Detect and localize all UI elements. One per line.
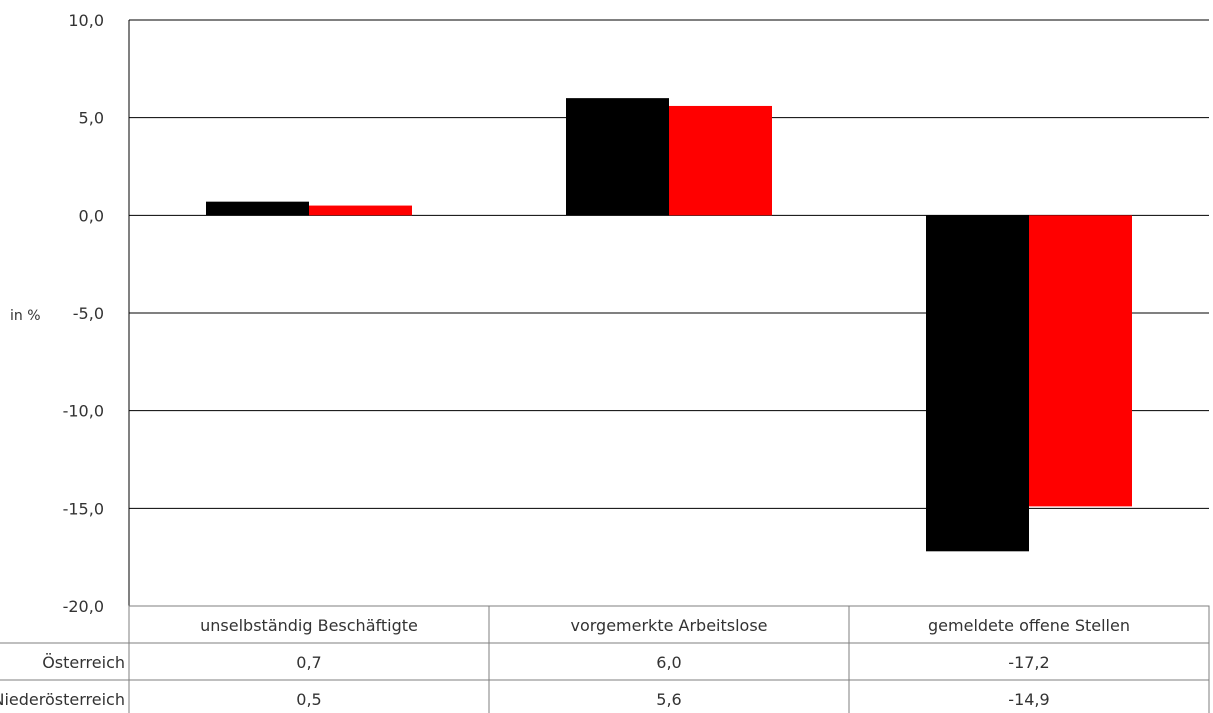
series-name: Niederösterreich xyxy=(0,690,125,709)
y-tick-label: 10,0 xyxy=(68,11,104,30)
data-label: 6,0 xyxy=(656,653,681,672)
category-label: gemeldete offene Stellen xyxy=(928,616,1130,635)
data-table: unselbständig Beschäftigte vorgemerkte Ar… xyxy=(0,605,1210,713)
bar xyxy=(669,105,772,216)
data-label: -14,9 xyxy=(1008,690,1049,709)
y-tick-label: -15,0 xyxy=(63,499,104,518)
bars xyxy=(206,98,1132,552)
data-label: 0,7 xyxy=(296,653,321,672)
category-label: unselbständig Beschäftigte xyxy=(200,616,418,635)
data-label: -17,2 xyxy=(1008,653,1049,672)
category-label: vorgemerkte Arbeitslose xyxy=(570,616,767,635)
table-cell xyxy=(848,679,1210,713)
data-label: 0,5 xyxy=(296,690,321,709)
bar xyxy=(206,201,309,216)
y-tick-label: -5,0 xyxy=(73,304,104,323)
y-tick-label: -20,0 xyxy=(63,597,104,616)
y-tick-label: 0,0 xyxy=(79,206,104,225)
y-axis: 10,0 5,0 0,0 -5,0 -10,0 -15,0 -20,0 xyxy=(63,11,130,616)
y-tick-label: -10,0 xyxy=(63,402,104,421)
data-label: 5,6 xyxy=(656,690,681,709)
y-axis-label: in % xyxy=(10,308,41,324)
series-name: Österreich xyxy=(42,653,125,672)
bar xyxy=(1029,215,1132,507)
bar xyxy=(309,205,412,216)
y-tick-label: 5,0 xyxy=(79,109,104,128)
bar xyxy=(566,98,669,216)
bar xyxy=(926,215,1029,552)
